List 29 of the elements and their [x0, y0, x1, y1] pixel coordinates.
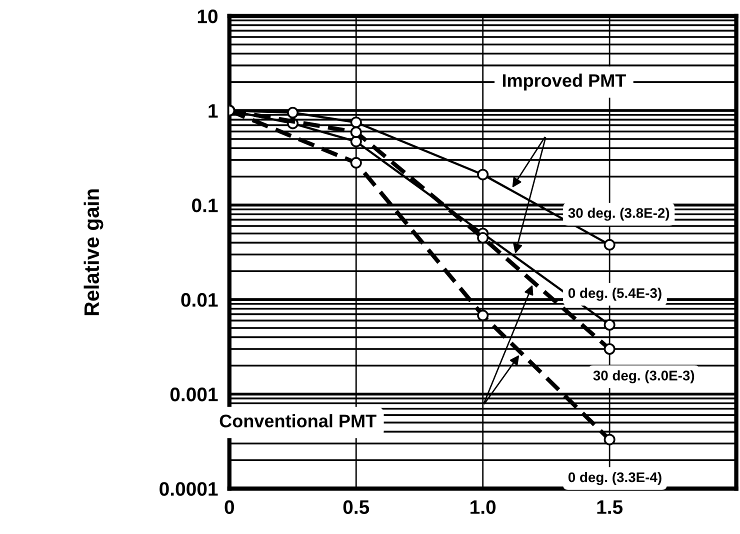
series-label: 0 deg. (5.4E-3) — [568, 288, 662, 301]
point — [604, 434, 616, 446]
point — [604, 319, 616, 331]
x-tick-label: 1.0 — [470, 500, 496, 514]
annotation: Conventional PMT — [220, 414, 376, 428]
y-tick-label: 0.0001 — [160, 482, 218, 496]
y-tick-label: 0.001 — [170, 388, 218, 402]
point — [350, 126, 362, 138]
y-tick-label: 1 — [208, 104, 218, 118]
point — [350, 116, 362, 128]
y-tick-label: 10 — [198, 9, 218, 24]
x-tick-label: 0.5 — [343, 500, 370, 514]
y-axis-title: Relative gain — [84, 189, 104, 316]
series-label: 30 deg. (3.0E-3) — [593, 370, 694, 384]
text: 0 deg. (3.3E-4) — [568, 472, 662, 485]
point — [350, 157, 362, 169]
point — [477, 310, 489, 322]
y-tick-label: 0.01 — [181, 293, 218, 307]
point — [477, 232, 489, 244]
point — [604, 343, 616, 355]
x-tick-label: 0 — [224, 500, 234, 514]
annotation: Improved PMT — [502, 74, 626, 90]
point — [477, 168, 489, 180]
y-tick-label: 0.1 — [192, 198, 218, 212]
x-tick-label: 1.5 — [597, 500, 623, 514]
point — [604, 239, 616, 251]
series-label: 30 deg. (3.8E-2) — [568, 208, 670, 221]
point — [286, 106, 299, 118]
point — [350, 136, 362, 148]
